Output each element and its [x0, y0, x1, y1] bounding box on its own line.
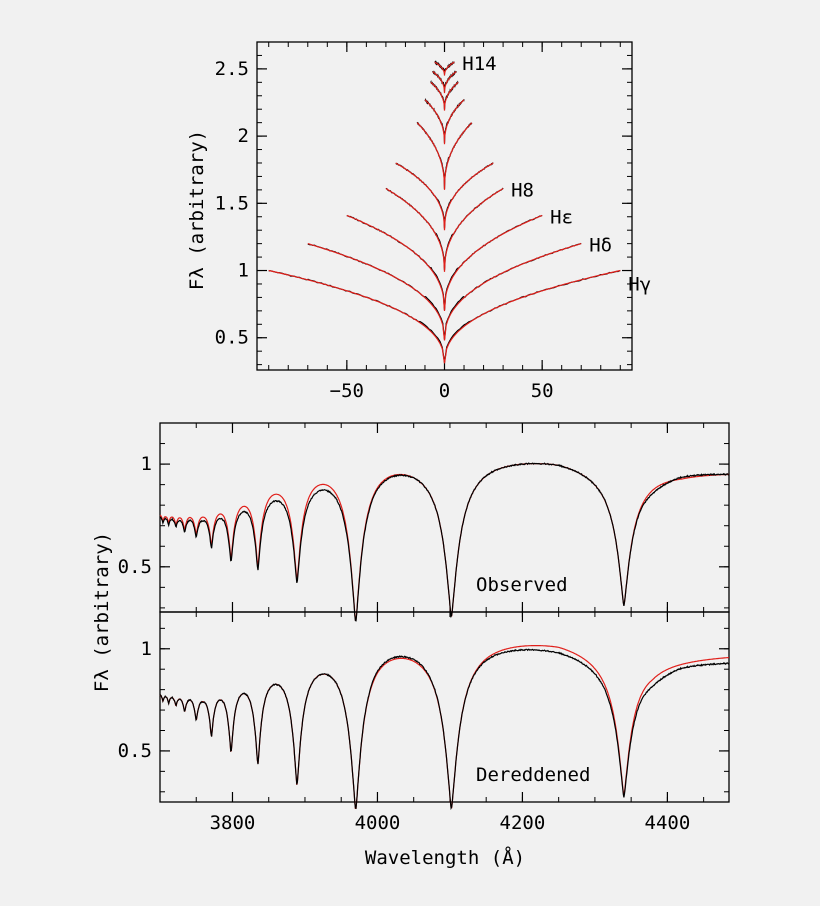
- x-tick-label: 0: [439, 380, 450, 402]
- observed-spectrum-line: [159, 462, 729, 622]
- x-tick-label: 4000: [355, 812, 401, 834]
- model-profile-line: [424, 99, 465, 145]
- model-profile-line: [346, 214, 543, 311]
- y-tick-label: 1.5: [215, 192, 249, 214]
- bottom-y-axis-label: Fλ (arbitrary): [91, 532, 113, 692]
- y-tick-label: 0.5: [118, 556, 152, 578]
- observed-spectrum-line: [159, 648, 729, 811]
- model-profile-line: [432, 71, 457, 94]
- model-profile-line: [434, 61, 455, 76]
- line-label: Hε: [550, 206, 573, 228]
- x-tick-label: 4200: [500, 812, 546, 834]
- bottom-x-axis-label: Wavelength (Å): [365, 846, 525, 869]
- line-label: Hγ: [628, 274, 651, 296]
- model-profile-line: [268, 269, 621, 364]
- x-tick-label: −50: [330, 380, 364, 402]
- line-label: Hδ: [589, 235, 612, 257]
- y-tick-label: 1: [238, 260, 249, 282]
- x-tick-label: 3800: [210, 812, 256, 834]
- y-tick-label: 0.5: [118, 740, 152, 762]
- model-profile-line: [307, 243, 582, 341]
- y-tick-label: 0.5: [215, 327, 249, 349]
- x-tick-label: 50: [531, 380, 554, 402]
- plot-frame: [159, 611, 730, 803]
- y-tick-label: 1: [141, 638, 152, 660]
- model-profile-line: [385, 188, 504, 272]
- model-profile-line: [416, 122, 473, 190]
- model-profile-line: [395, 162, 494, 231]
- y-tick-label: 2: [238, 125, 249, 147]
- dereddened-spectrum-panel: 3800 4000 4200 4400 0.5 1 Dereddened: [118, 611, 730, 834]
- line-label: H14: [462, 53, 496, 75]
- panel-annotation: Observed: [476, 574, 568, 596]
- y-tick-label: 1: [141, 453, 152, 475]
- model-profile-line: [430, 81, 459, 111]
- x-tick-label: 4400: [645, 812, 691, 834]
- y-tick-label: 2.5: [215, 58, 249, 80]
- panel-annotation: Dereddened: [476, 764, 590, 786]
- line-label: H8: [511, 180, 534, 202]
- balmer-lines-panel: Fλ (arbitrary) −50 0 50 0.5 1 1.5 2 2.5 Hγ Hδ Hε H8…: [186, 41, 651, 402]
- top-y-axis-label: Fλ (arbitrary): [186, 130, 208, 290]
